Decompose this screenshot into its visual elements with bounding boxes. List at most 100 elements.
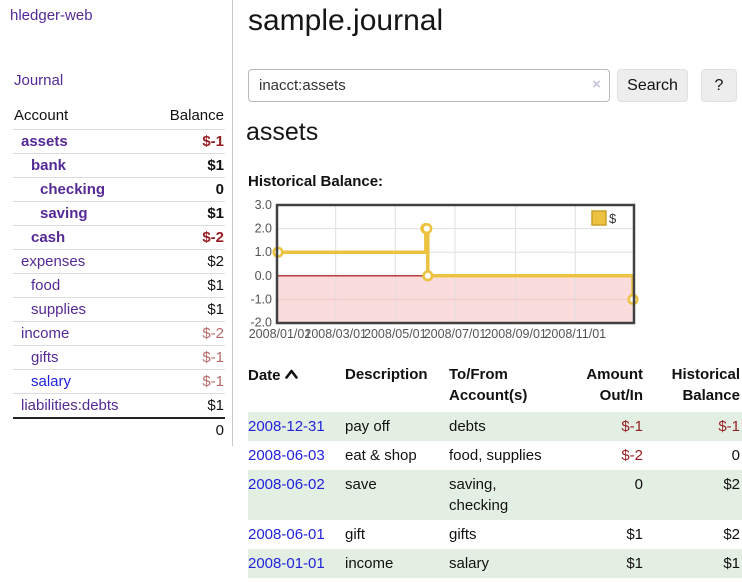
transaction-description: save — [345, 470, 449, 520]
register-col-date[interactable]: Date — [248, 362, 345, 412]
register-col-tofrom: To/From Account(s) — [449, 366, 528, 404]
register-header-row: Date Description To/From Account(s) Amou… — [248, 362, 742, 412]
account-balance: $1 — [151, 201, 225, 226]
data-point-marker — [421, 222, 433, 235]
transaction-accounts: food, supplies — [449, 447, 542, 464]
y-axis-labels: 3.0 2.0 1.0 0.0 -1.0 -2.0 — [250, 198, 272, 330]
svg-text:1.0: 1.0 — [255, 245, 272, 259]
account-link[interactable]: saving — [13, 201, 152, 226]
account-row-income: income $-2 — [13, 321, 225, 346]
accounts-table: Account Balance assets $-1 bank $1 check… — [13, 103, 225, 442]
accounts-total-value: 0 — [151, 417, 225, 442]
register-col-amount: Amount Out/In — [586, 366, 643, 404]
account-link[interactable]: income — [13, 321, 152, 346]
transaction-balance: $2 — [645, 470, 742, 520]
account-link[interactable]: food — [13, 273, 152, 298]
account-balance: $1 — [151, 153, 225, 178]
account-balance: $2 — [151, 249, 225, 274]
date-header-label: Date — [248, 367, 281, 384]
svg-text:2008/11/01: 2008/11/01 — [544, 327, 606, 341]
transaction-amount: $1 — [626, 526, 643, 543]
account-link[interactable]: gifts — [13, 345, 152, 370]
account-link[interactable]: expenses — [13, 249, 152, 274]
svg-text:2008/01/01: 2008/01/01 — [249, 327, 312, 341]
register-col-description: Description — [345, 366, 428, 383]
transaction-date-link[interactable]: 2008-06-03 — [248, 447, 325, 464]
transaction-row[interactable]: 2008-06-01 gift gifts $1 $2 — [248, 520, 742, 549]
svg-text:2.0: 2.0 — [255, 222, 272, 236]
account-heading: assets — [246, 118, 319, 146]
account-link[interactable]: assets — [13, 129, 152, 154]
legend-label: $ — [609, 211, 617, 226]
vertical-gridlines — [335, 206, 576, 322]
transaction-description: income — [345, 549, 449, 578]
account-link[interactable]: cash — [13, 225, 152, 250]
account-balance: 0 — [151, 177, 225, 202]
transaction-date-link[interactable]: 2008-06-01 — [248, 526, 325, 543]
clear-search-icon[interactable]: × — [592, 76, 601, 93]
account-link[interactable]: supplies — [13, 297, 152, 322]
account-row-expenses: expenses $2 — [13, 249, 225, 274]
legend-swatch — [591, 210, 607, 226]
transaction-row[interactable]: 2008-06-03 eat & shop food, supplies $-2… — [248, 441, 742, 470]
accounts-col-balance: Balance — [169, 107, 224, 124]
svg-text:2008/07/01: 2008/07/01 — [424, 327, 487, 341]
x-axis-labels: 2008/01/01 2008/03/01 2008/05/01 2008/07… — [249, 327, 606, 341]
transaction-row[interactable]: 2008-01-01 income salary $1 $1 — [248, 549, 742, 578]
account-link[interactable]: checking — [13, 177, 152, 202]
transaction-row[interactable]: 2008-06-02 save saving, checking 0 $2 — [248, 470, 742, 520]
account-row-bank: bank $1 — [13, 153, 225, 178]
svg-text:-2.0: -2.0 — [250, 316, 272, 330]
svg-text:2008/03/01: 2008/03/01 — [304, 327, 367, 341]
account-row-saving: saving $1 — [13, 201, 225, 226]
account-row-salary: salary $-1 — [13, 369, 225, 394]
transaction-accounts: saving, checking — [449, 470, 561, 520]
account-balance: $-1 — [151, 129, 225, 154]
svg-text:2008/09/01: 2008/09/01 — [484, 327, 547, 341]
account-row-food: food $1 — [13, 273, 225, 298]
transaction-amount: $-2 — [621, 447, 643, 464]
svg-text:-1.0: -1.0 — [250, 292, 272, 306]
search-input[interactable] — [248, 69, 610, 102]
account-link[interactable]: bank — [13, 153, 152, 178]
help-button[interactable]: ? — [701, 69, 737, 102]
account-row-supplies: supplies $1 — [13, 297, 225, 322]
search-button[interactable]: Search — [617, 69, 688, 102]
chart-title: Historical Balance: — [248, 173, 384, 190]
account-link[interactable]: liabilities:debts — [13, 393, 152, 418]
transaction-description: eat & shop — [345, 447, 417, 464]
transaction-balance: $2 — [723, 526, 740, 543]
account-row-cash: cash $-2 — [13, 225, 225, 250]
main-area: sample.journal × Search ? assets Histori… — [246, 0, 742, 578]
svg-text:3.0: 3.0 — [255, 198, 272, 212]
transaction-balance: $1 — [645, 549, 742, 578]
sidebar-item-journal[interactable]: Journal — [14, 72, 64, 89]
search-form: × Search ? — [248, 69, 742, 103]
account-balance: $-1 — [151, 369, 225, 394]
accounts-total-row: 0 — [13, 417, 225, 442]
account-link[interactable]: salary — [13, 369, 152, 394]
accounts-header-row: Account Balance — [13, 103, 225, 130]
svg-text:0.0: 0.0 — [255, 269, 272, 283]
account-balance: $1 — [151, 393, 225, 418]
transaction-amount: 0 — [561, 470, 645, 520]
account-row-liabilities-debts: liabilities:debts $1 — [13, 393, 225, 418]
register-col-balance: Historical Balance — [671, 366, 740, 404]
total-spacer — [13, 417, 152, 442]
data-point-marker — [422, 270, 434, 282]
transaction-date-link[interactable]: 2008-12-31 — [248, 418, 325, 435]
sidebar: hledger-web Journal Account Balance asse… — [0, 0, 233, 446]
transaction-row[interactable]: 2008-12-31 pay off debts $-1 $-1 — [248, 412, 742, 441]
historical-balance-chart: $ 3.0 2.0 1.0 0.0 -1.0 -2.0 2008/01/01 2… — [249, 198, 639, 341]
plot-border — [275, 203, 636, 325]
account-row-gifts: gifts $-1 — [13, 345, 225, 370]
transaction-date-link[interactable]: 2008-06-02 — [248, 476, 325, 493]
transaction-amount: $-1 — [561, 412, 645, 441]
chart-legend: $ — [591, 210, 617, 226]
transaction-accounts: debts — [449, 412, 561, 441]
transaction-amount: $1 — [561, 549, 645, 578]
transaction-date-link[interactable]: 2008-01-01 — [248, 555, 325, 572]
brand-link[interactable]: hledger-web — [10, 7, 93, 24]
account-row-assets: assets $-1 — [13, 129, 225, 154]
account-balance: $-2 — [151, 321, 225, 346]
